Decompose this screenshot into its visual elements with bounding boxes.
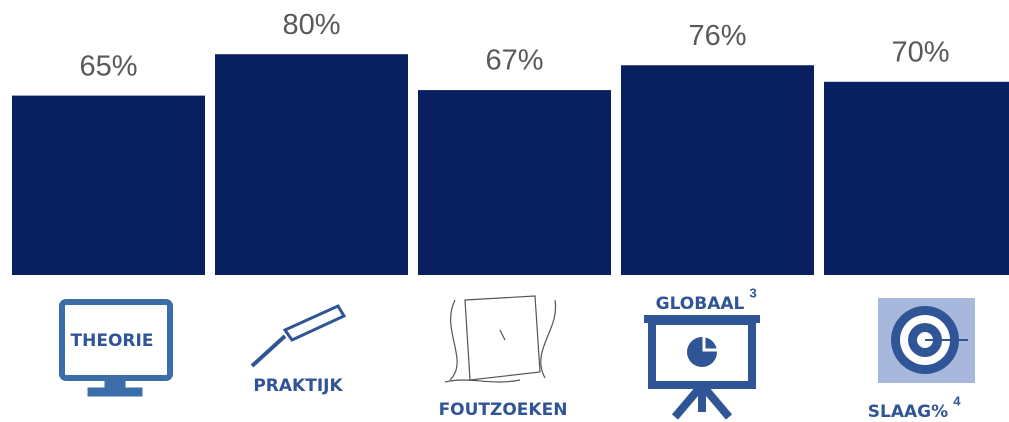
category-label: GLOBAAL [656,294,745,314]
bar [418,90,611,275]
category-label: PRAKTIJK [253,376,343,396]
value-label: 67% [485,45,543,77]
icons [59,295,975,420]
bar [621,65,814,276]
category-label: FOUTZOEKEN [439,400,568,420]
praktijk-icon [250,304,347,368]
bar [824,81,1009,275]
slaag-icon [878,298,975,383]
bar [12,95,205,275]
value-label: 76% [688,20,746,52]
value-label: 65% [79,50,137,82]
value-label: 80% [282,9,340,41]
footnote-marker: 4 [953,393,961,408]
category-label: SLAAG% [868,402,948,422]
theorie-icon [59,299,173,397]
value-label: 70% [891,36,949,68]
category-label: THEORIE [71,331,154,351]
bar [215,54,408,276]
footnote-marker: 3 [750,285,757,300]
foutzoeken-icon [444,295,557,383]
globaal-icon [644,315,760,420]
